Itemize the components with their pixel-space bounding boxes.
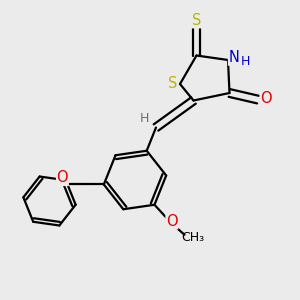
Text: S: S <box>168 76 177 91</box>
Text: CH₃: CH₃ <box>181 231 204 244</box>
Text: O: O <box>57 170 68 185</box>
Text: O: O <box>260 91 272 106</box>
Text: S: S <box>192 13 201 28</box>
Text: N: N <box>229 50 239 65</box>
Text: O: O <box>166 214 178 229</box>
Text: H: H <box>241 55 250 68</box>
Text: H: H <box>139 112 149 125</box>
